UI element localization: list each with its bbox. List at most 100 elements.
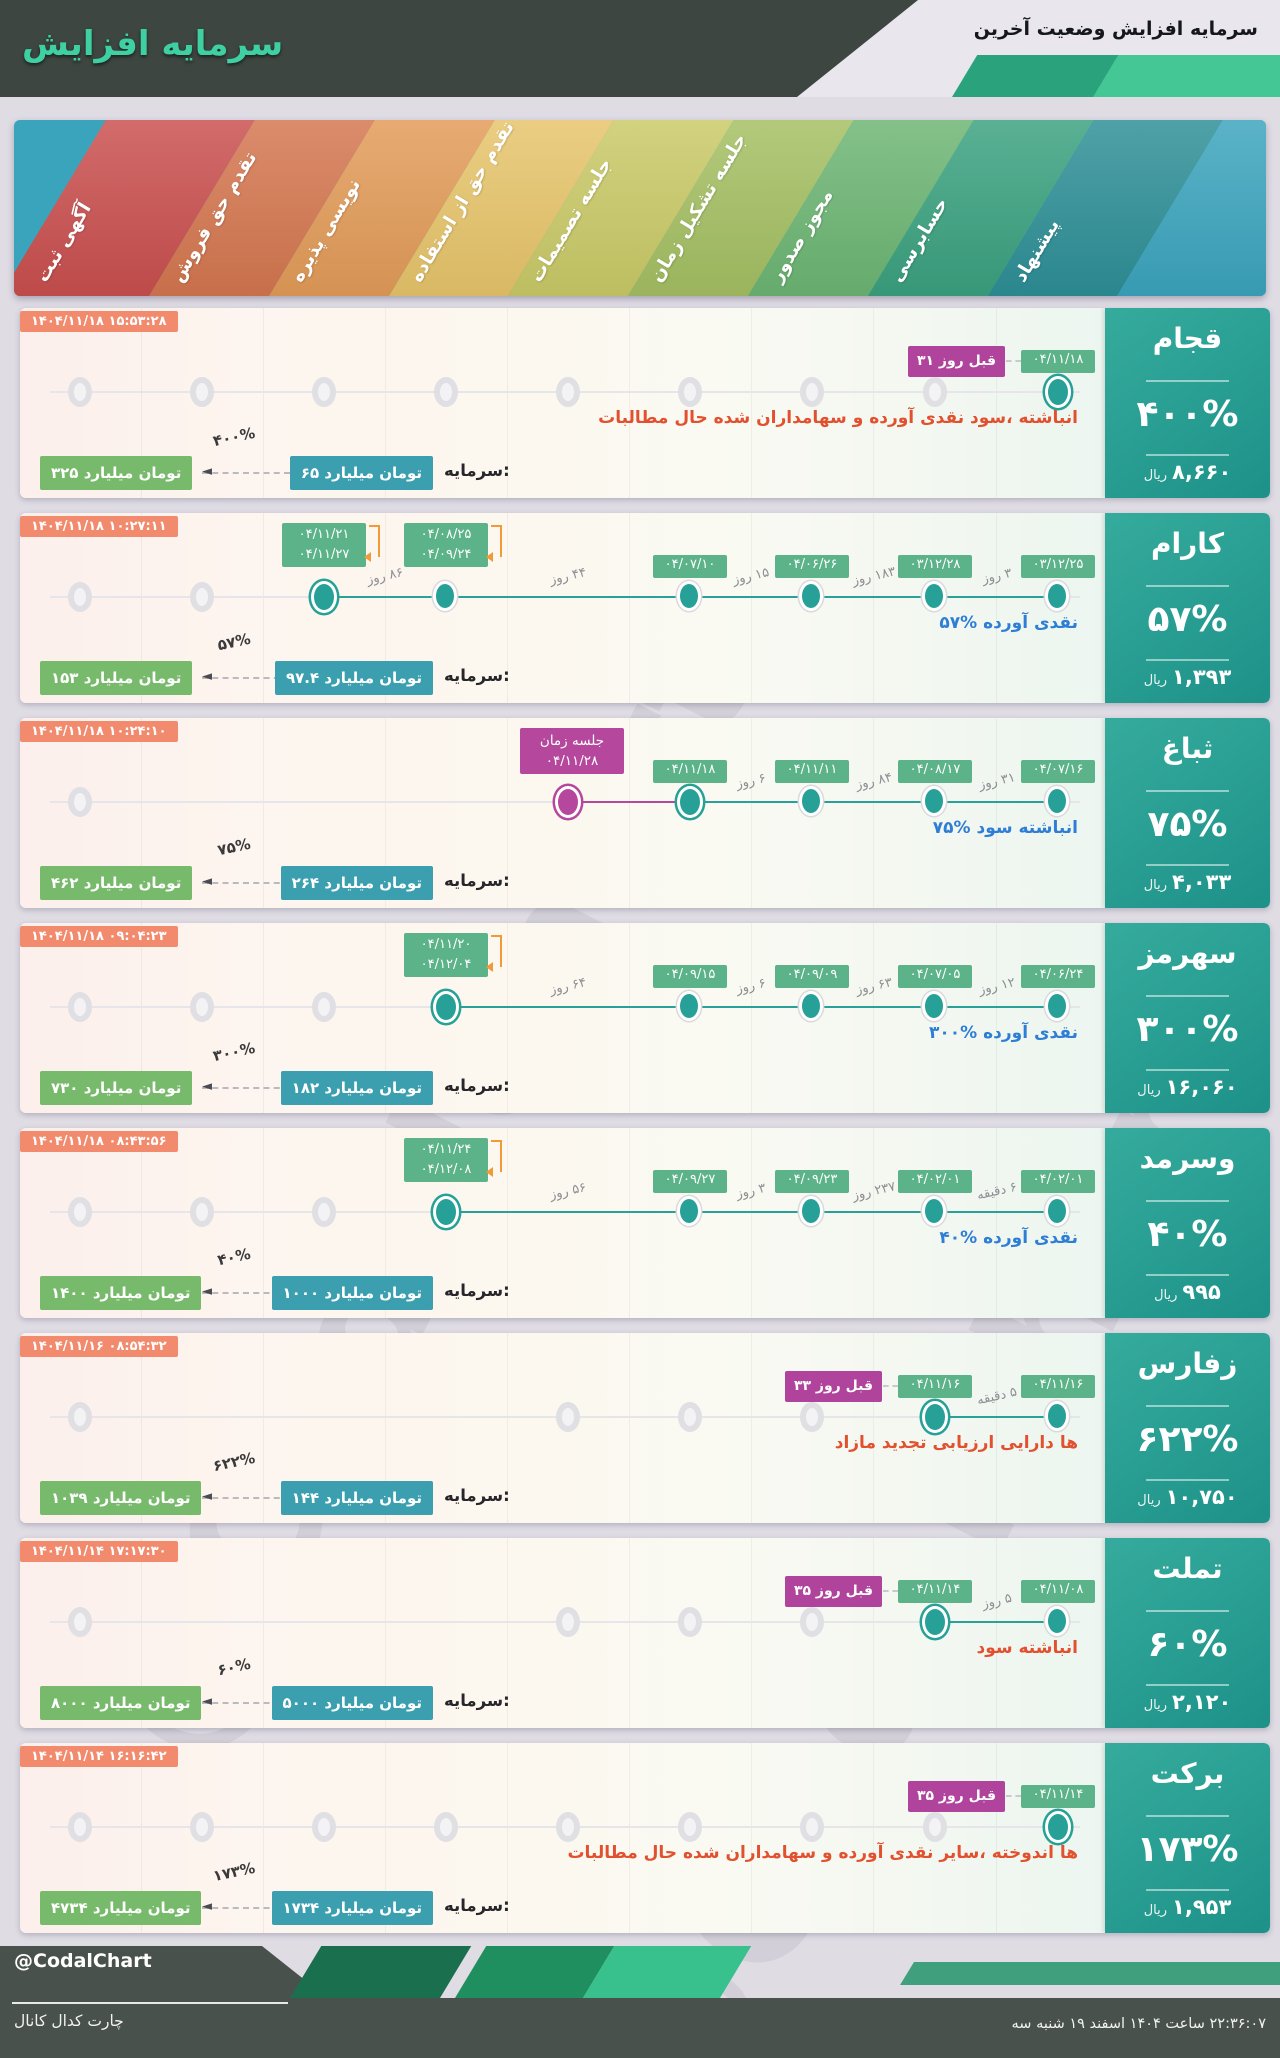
timeline-segment xyxy=(446,1005,1058,1008)
timeline-dot xyxy=(1045,1811,1071,1843)
company-row-panel: ۱۴۰۴/۱۱/۱۸ ۱۵:۵۳:۲۸ ۰۴/۱۱/۱۸ ۳۱ روز قبل مطا… xyxy=(20,308,1270,498)
stage-band: ثبت آگهی فروش حق تقدم پذیره نویسی استفاده ا… xyxy=(14,120,1266,296)
price-unit: ریال xyxy=(1154,1288,1178,1303)
company-card: برکت ۱۷۳% ریال ۱,۹۵۳ xyxy=(1105,1743,1270,1933)
column-separator xyxy=(507,513,508,703)
card-divider xyxy=(1146,1200,1229,1202)
company-card: ثباغ ۷۵% ریال ۴,۰۳۳ xyxy=(1105,718,1270,908)
timeline-dot-placeholder xyxy=(312,377,336,407)
date-badge-line: ۰۴/۱۱/۱۴ xyxy=(1032,1787,1084,1802)
timeline-dot xyxy=(1045,1401,1069,1431)
date-badge-line: ۰۴/۰۹/۲۳ xyxy=(786,1172,838,1187)
price-unit: ریال xyxy=(1137,1493,1161,1508)
timeline-dot-placeholder xyxy=(556,377,580,407)
card-divider xyxy=(1146,1069,1229,1071)
card-divider xyxy=(1146,1684,1229,1686)
increase-description: مازاد تجدید ارزیابی دارایی ها xyxy=(834,1433,1078,1453)
increase-description: مطالبات حال شده سهامداران و آورده نقدی ،… xyxy=(598,408,1078,428)
timeline-dot-placeholder xyxy=(190,992,214,1022)
company-price: ریال ۱,۳۹۳ xyxy=(1105,665,1270,695)
column-separator xyxy=(996,1743,997,1933)
timeline-dot-placeholder xyxy=(312,1197,336,1227)
company-percent: ۴۰۰% xyxy=(1136,394,1239,435)
column-separator xyxy=(751,513,752,703)
company-percent: ۶۲۲% xyxy=(1136,1419,1239,1460)
capital-label: سرمایه: xyxy=(444,1691,510,1710)
timeline-segment xyxy=(690,800,1058,803)
days-ago-badge: ۳۵ روز قبل xyxy=(907,1781,1005,1812)
column-separator xyxy=(263,1743,264,1933)
company-card: قجام ۴۰۰% ریال ۸,۶۶۰ xyxy=(1105,308,1270,498)
column-separator xyxy=(141,308,142,498)
timeline-dot-placeholder xyxy=(312,992,336,1022)
timeline-dot-placeholder xyxy=(68,1812,92,1842)
date-badge-line: ۰۴/۰۷/۰۵ xyxy=(909,967,961,982)
days-ago-badge: ۳۱ روز قبل xyxy=(907,346,1005,377)
column-separator xyxy=(263,308,264,498)
timeline-dot xyxy=(799,991,823,1021)
date-badge-line: ۰۴/۱۲/۰۴ xyxy=(420,957,472,972)
company-price: ریال ۱۶,۰۶۰ xyxy=(1105,1075,1270,1105)
timestamp-badge: ۱۴۰۴/۱۱/۱۴ ۱۶:۱۶:۴۲ xyxy=(20,1746,178,1767)
column-separator xyxy=(996,923,997,1113)
date-badge-line: ۰۴/۰۹/۰۹ xyxy=(786,967,838,982)
arrow-head-icon: ◄ xyxy=(202,874,212,889)
company-name: برکت xyxy=(1150,1757,1225,1790)
column-separator xyxy=(629,1333,630,1523)
timeline-dot xyxy=(677,581,701,611)
card-divider xyxy=(1146,1610,1229,1612)
capital-before-box: ۱۸۲ میلیارد تومان xyxy=(280,1071,433,1105)
column-separator xyxy=(385,718,386,908)
date-badge-line: ۰۴/۰۶/۲۴ xyxy=(1032,967,1084,982)
date-badge-line: ۰۴/۱۱/۲۴ xyxy=(420,1142,472,1157)
column-separator xyxy=(141,1333,142,1523)
column-separator xyxy=(996,1128,997,1318)
company-card: سهرمز ۳۰۰% ریال ۱۶,۰۶۰ xyxy=(1105,923,1270,1113)
column-separator xyxy=(263,513,264,703)
column-separator xyxy=(263,1538,264,1728)
column-separator xyxy=(385,513,386,703)
column-separator xyxy=(751,1128,752,1318)
capital-label: سرمایه: xyxy=(444,871,510,890)
column-separator xyxy=(751,1538,752,1728)
timeline-dot-placeholder xyxy=(556,1402,580,1432)
column-separator xyxy=(141,1538,142,1728)
company-price: ریال ۹۹۵ xyxy=(1105,1280,1270,1310)
date-badge: ۰۳/۱۲/۲۸ xyxy=(898,555,972,578)
capital-percent-label: ۶۲۲% xyxy=(211,1448,257,1476)
capital-arrow-line xyxy=(202,882,290,884)
footer-divider xyxy=(12,2002,288,2004)
capital-arrow-line xyxy=(202,1702,290,1704)
date-badge-line: ۰۴/۰۸/۱۷ xyxy=(909,762,961,777)
duration-label: ۶۴ روز xyxy=(548,975,588,998)
timeline-segment xyxy=(935,1620,1058,1623)
date-badge: ۰۴/۱۱/۰۸ xyxy=(1021,1580,1095,1603)
date-badge-line: ۰۴/۱۱/۱۸ xyxy=(664,762,716,777)
footer-green-bar xyxy=(900,1962,1280,1985)
timestamp-badge: ۱۴۰۴/۱۱/۱۸ ۱۵:۵۳:۲۸ xyxy=(20,311,178,332)
company-name: سهرمز xyxy=(1138,937,1237,970)
date-badge-line: ۰۴/۱۱/۰۸ xyxy=(1032,1582,1084,1597)
capital-before-box: ۱۴۴ میلیارد تومان xyxy=(280,1481,433,1515)
company-row-panel: ۱۴۰۴/۱۱/۱۴ ۱۷:۱۷:۳۰ ۰۴/۱۱/۱۴ ۳۵ روز قبل ۰۴/… xyxy=(20,1538,1270,1728)
days-ago-badge: ۳۳ روز قبل xyxy=(784,1371,882,1402)
date-badge: ۰۴/۰۶/۲۴ xyxy=(1021,965,1095,988)
card-divider xyxy=(1146,790,1229,792)
timeline-dot xyxy=(799,1196,823,1226)
arrow-head-icon: ◄ xyxy=(202,1899,212,1914)
date-badge: ۰۴/۱۱/۲۱ ۰۴/۱۱/۲۷ xyxy=(282,523,366,567)
timeline-segment xyxy=(568,800,690,803)
column-separator xyxy=(263,923,264,1113)
timeline-dot-placeholder xyxy=(190,582,214,612)
timeline-dot-placeholder xyxy=(68,1197,92,1227)
days-ago-badge: ۳۵ روز قبل xyxy=(784,1576,882,1607)
timeline-dot xyxy=(922,1196,946,1226)
capital-arrow-line xyxy=(202,472,290,474)
price-unit: ریال xyxy=(1143,878,1168,893)
increase-description: ۳۰۰% آورده نقدی xyxy=(929,1023,1078,1043)
column-separator xyxy=(751,1743,752,1933)
timeline-dot-placeholder xyxy=(68,992,92,1022)
badge-connector xyxy=(1006,1795,1021,1797)
timeline-dot xyxy=(1045,581,1069,611)
column-separator xyxy=(629,1538,630,1728)
